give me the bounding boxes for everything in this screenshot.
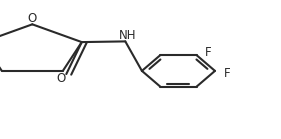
Text: NH: NH [119, 29, 136, 42]
Text: O: O [28, 12, 37, 25]
Text: O: O [56, 72, 66, 85]
Text: F: F [223, 67, 230, 80]
Text: F: F [205, 46, 212, 59]
